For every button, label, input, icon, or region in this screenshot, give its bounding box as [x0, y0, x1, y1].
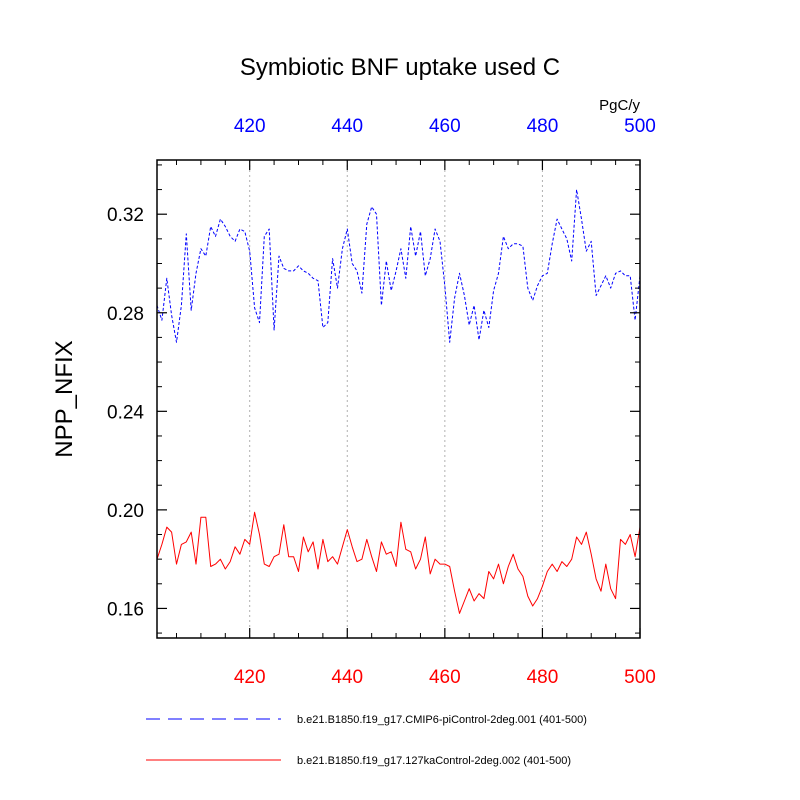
- x-tick-label-bottom: 460: [429, 667, 461, 688]
- y-axis-label: NPP_NFIX: [51, 340, 78, 457]
- x-tick-label-bottom: 440: [331, 667, 363, 688]
- series-line-pi-control: [156, 189, 641, 343]
- legend-label-pi-control: b.e21.B1850.f19_g17.CMIP6-piControl-2deg…: [297, 714, 587, 726]
- x-tick-label-bottom: 500: [624, 667, 656, 688]
- x-tick-label-top: 440: [331, 116, 363, 137]
- series-layer: [156, 189, 641, 614]
- legend: b.e21.B1850.f19_g17.CMIP6-piControl-2deg…: [146, 714, 587, 767]
- x-tick-label-top: 460: [429, 116, 461, 137]
- y-tick-label: 0.24: [107, 402, 144, 423]
- y-tick-label: 0.28: [107, 304, 144, 325]
- x-tick-label-top: 420: [234, 116, 266, 137]
- x-tick-label-top: 500: [624, 116, 656, 137]
- chart-title: Symbiotic BNF uptake used C: [240, 54, 560, 81]
- plot-frame: [156, 159, 641, 639]
- x-tick-label-bottom: 420: [234, 667, 266, 688]
- x-tick-label-top: 480: [527, 116, 559, 137]
- legend-label-127ka-control: b.e21.B1850.f19_g17.127kaControl-2deg.00…: [297, 755, 571, 767]
- series-line-127ka-control: [156, 511, 641, 614]
- y-tick-label: 0.16: [107, 599, 144, 620]
- y-tick-label: 0.20: [107, 501, 144, 522]
- axis-ticks: 420 420 440 440 460 460 480 480 500 500 0.16 0.20 0.…: [107, 116, 656, 688]
- x-tick-label-bottom: 480: [527, 667, 559, 688]
- units-label: PgC/y: [599, 97, 640, 114]
- y-tick-label: 0.32: [107, 205, 144, 226]
